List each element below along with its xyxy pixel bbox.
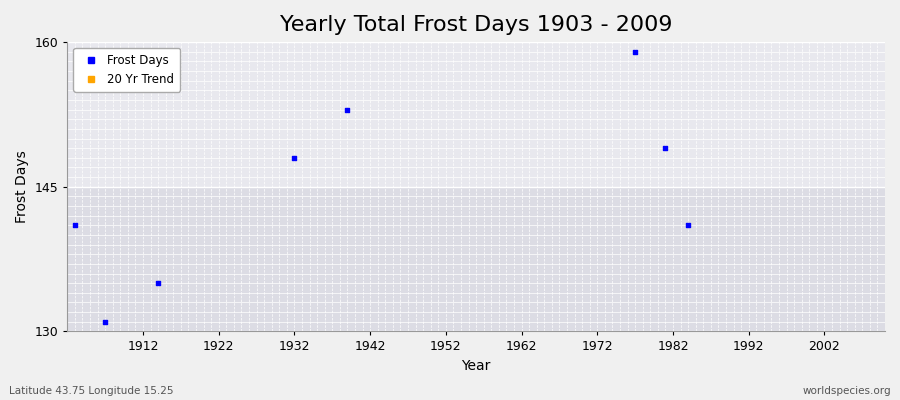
Point	[658, 145, 672, 151]
X-axis label: Year: Year	[462, 359, 490, 373]
Bar	[68, 187, 885, 332]
Point	[681, 222, 696, 228]
Point	[340, 106, 355, 113]
Y-axis label: Frost Days: Frost Days	[15, 150, 29, 223]
Point	[628, 48, 643, 55]
Text: worldspecies.org: worldspecies.org	[803, 386, 891, 396]
Point	[98, 318, 112, 325]
Point	[287, 155, 302, 161]
Text: Latitude 43.75 Longitude 15.25: Latitude 43.75 Longitude 15.25	[9, 386, 174, 396]
Point	[151, 280, 166, 286]
Legend: Frost Days, 20 Yr Trend: Frost Days, 20 Yr Trend	[73, 48, 180, 92]
Point	[68, 222, 82, 228]
Title: Yearly Total Frost Days 1903 - 2009: Yearly Total Frost Days 1903 - 2009	[280, 15, 672, 35]
